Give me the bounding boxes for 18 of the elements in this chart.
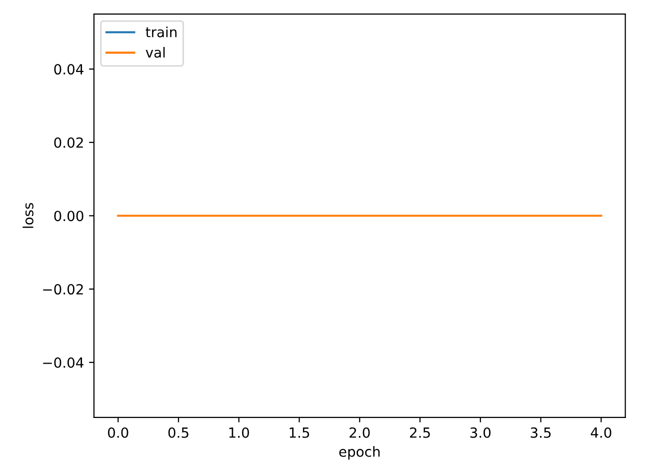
x-tick-label: 1.0	[229, 427, 249, 438]
x-tick-label: 0.5	[168, 427, 188, 438]
y-tick-label: 0.04	[54, 64, 84, 75]
x-tick-label: 2.5	[410, 427, 430, 438]
y-axis-title: loss	[22, 203, 34, 228]
x-tick-label: 3.0	[470, 427, 491, 438]
y-tick-label: 0.02	[54, 137, 83, 148]
x-tick-label: 0.0	[108, 427, 128, 438]
y-tick-label: 0.00	[54, 210, 84, 222]
x-tick-label: 1.5	[290, 428, 310, 438]
x-tick-label: 2.0	[350, 427, 370, 438]
legend-label: val	[146, 46, 165, 58]
x-tick-label: 4.0	[590, 427, 612, 438]
y-tick-label: −0.04	[43, 357, 84, 368]
y-tick-label: −0.02	[43, 284, 83, 295]
legend-label: train	[146, 26, 176, 38]
x-axis-title: epoch	[339, 446, 380, 460]
x-tick-label: 3.5	[530, 427, 551, 438]
